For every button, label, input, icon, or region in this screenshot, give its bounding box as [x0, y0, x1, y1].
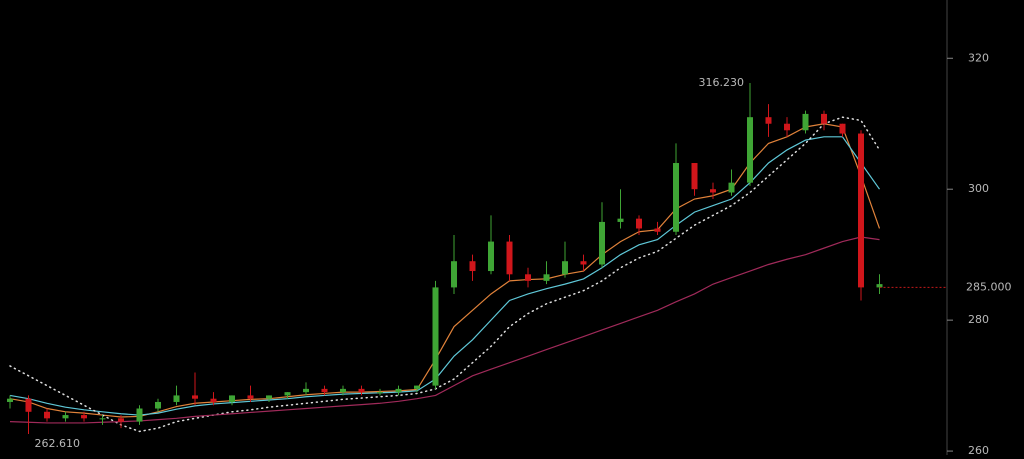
candle-body	[858, 133, 864, 288]
candle-body	[210, 398, 217, 402]
candle-body	[506, 241, 513, 275]
last-price-label: 285.000	[966, 280, 1012, 293]
high-annotation: 316.230	[699, 76, 745, 89]
candle-body	[747, 117, 753, 183]
candle-body	[599, 221, 605, 265]
candle-body	[876, 284, 883, 288]
candle-body	[377, 392, 383, 394]
candle-body	[192, 395, 198, 399]
moving-average-line	[9, 123, 881, 418]
candle-body	[247, 395, 254, 399]
candle-body	[691, 163, 698, 190]
candle-body	[303, 388, 309, 393]
candle-body	[710, 189, 716, 193]
y-tick-label: 320	[968, 51, 989, 64]
candle-body	[358, 388, 365, 393]
candle-body	[525, 274, 531, 281]
candle-body	[580, 261, 587, 265]
candle-body	[802, 113, 809, 131]
candle-body	[765, 117, 772, 124]
candle-body	[543, 274, 550, 281]
candle-body	[636, 218, 642, 229]
candle-body	[81, 415, 87, 419]
candle-body	[488, 241, 494, 272]
y-tick-label: 260	[968, 444, 989, 455]
candle-body	[451, 261, 457, 288]
low-annotation: 262.610	[35, 437, 81, 450]
candle-body	[562, 261, 568, 275]
candle-body	[728, 182, 735, 193]
candle-body	[673, 163, 679, 232]
candle-body	[25, 398, 32, 412]
moving-average-line	[9, 236, 880, 424]
candle-body	[173, 395, 180, 402]
y-tick-label: 280	[968, 313, 989, 326]
candle-body	[321, 388, 328, 393]
candle-body	[229, 395, 235, 402]
candle-body	[654, 228, 661, 232]
y-tick-label: 300	[968, 182, 989, 195]
candle-body	[617, 218, 624, 222]
candle-body	[414, 385, 420, 389]
moving-average-line	[9, 116, 881, 433]
candle-body	[821, 113, 827, 124]
candle-body	[784, 123, 790, 131]
candle-body	[839, 123, 846, 134]
moving-average-line	[9, 136, 880, 416]
candle-body	[340, 388, 346, 393]
candle-body	[432, 287, 439, 386]
candle-body	[284, 392, 291, 396]
candle-body	[62, 415, 69, 419]
candle-body	[118, 418, 124, 422]
candle-body	[44, 411, 50, 419]
candle-body	[136, 408, 143, 422]
candle-body	[99, 418, 106, 420]
candle-body	[395, 388, 402, 393]
candle-body	[155, 401, 161, 409]
candle-body	[266, 395, 272, 399]
candle-body	[7, 398, 13, 402]
candle-body	[469, 261, 476, 272]
